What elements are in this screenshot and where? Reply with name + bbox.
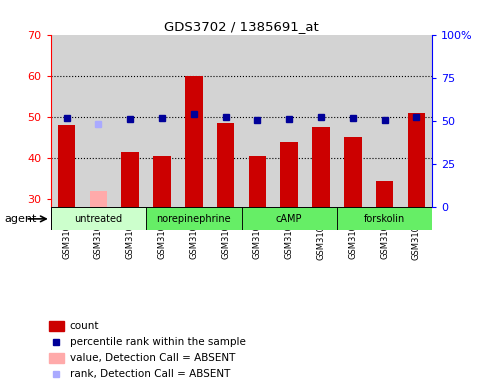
FancyBboxPatch shape [51, 207, 146, 230]
Text: untreated: untreated [74, 214, 123, 224]
Text: value, Detection Call = ABSENT: value, Detection Call = ABSENT [70, 353, 235, 363]
Bar [281, 142, 298, 207]
Text: rank, Detection Call = ABSENT: rank, Detection Call = ABSENT [70, 369, 230, 379]
Text: cAMP: cAMP [276, 214, 302, 224]
Bar [273, 35, 305, 207]
Text: percentile rank within the sample: percentile rank within the sample [70, 337, 246, 347]
Bar [83, 35, 114, 207]
Bar [337, 35, 369, 207]
Bar [51, 35, 83, 207]
Bar [185, 76, 202, 207]
Bar [146, 35, 178, 207]
FancyBboxPatch shape [337, 207, 432, 230]
Text: norepinephrine: norepinephrine [156, 214, 231, 224]
FancyBboxPatch shape [146, 207, 242, 230]
Text: agent: agent [5, 214, 37, 224]
Bar [400, 35, 432, 207]
Bar [312, 127, 330, 207]
Bar [249, 156, 266, 207]
Bar [121, 152, 139, 207]
Bar [305, 35, 337, 207]
Bar [344, 137, 362, 207]
Bar [217, 123, 234, 207]
Bar [376, 180, 393, 207]
Bar [153, 156, 171, 207]
Text: forskolin: forskolin [364, 214, 405, 224]
Bar [178, 35, 210, 207]
Bar [408, 113, 425, 207]
Bar [369, 35, 400, 207]
Bar [210, 35, 242, 207]
Bar [242, 35, 273, 207]
FancyBboxPatch shape [242, 207, 337, 230]
Bar [49, 321, 64, 331]
Bar [58, 125, 75, 207]
Bar [49, 353, 64, 363]
Title: GDS3702 / 1385691_at: GDS3702 / 1385691_at [164, 20, 319, 33]
Bar [114, 35, 146, 207]
Text: count: count [70, 321, 99, 331]
Bar [90, 191, 107, 207]
